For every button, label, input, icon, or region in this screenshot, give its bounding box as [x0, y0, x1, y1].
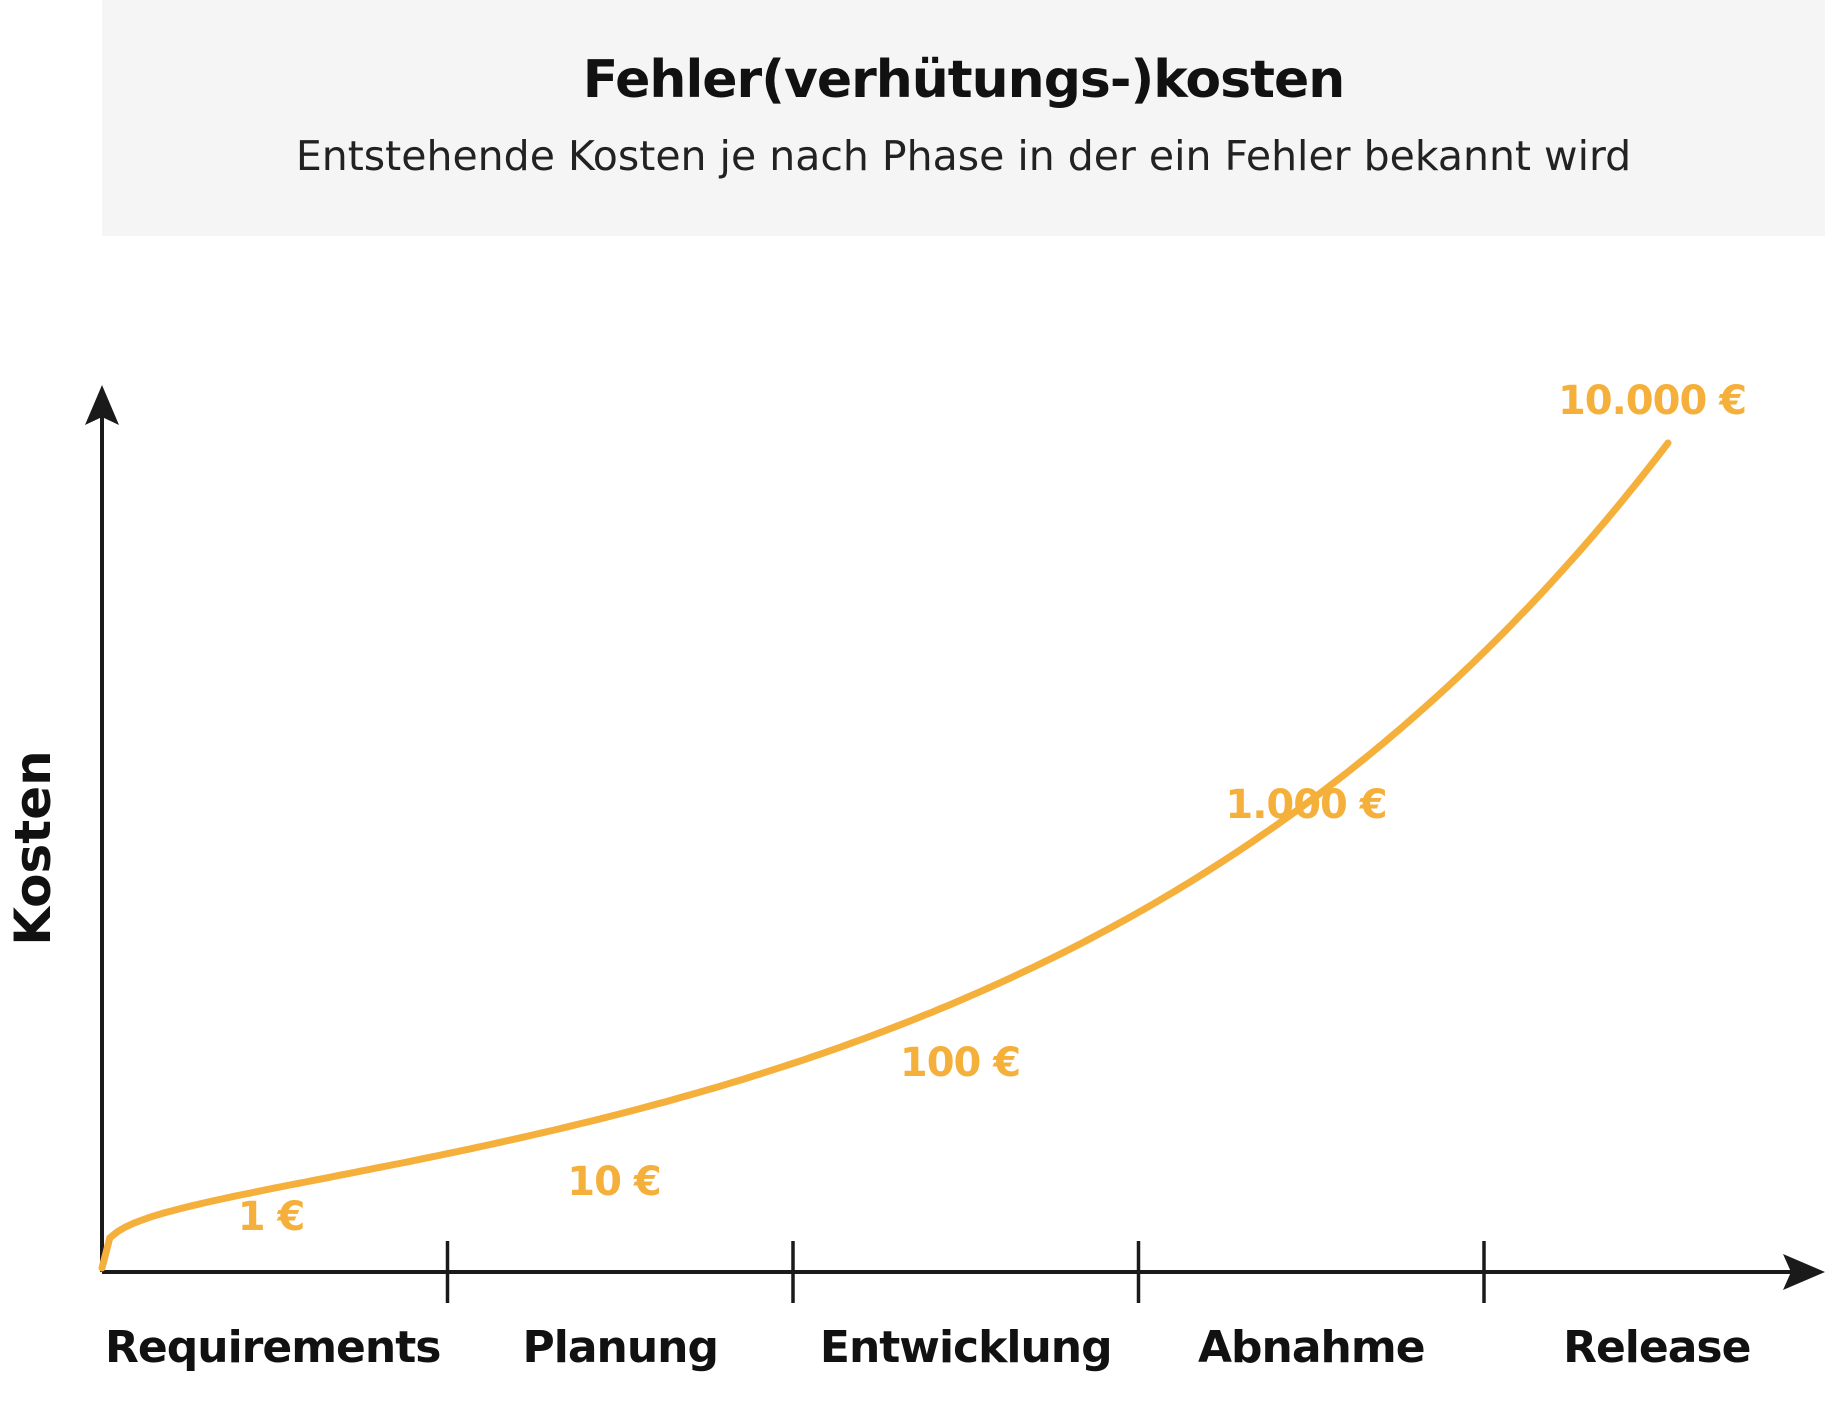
y-axis-label: Kosten — [4, 750, 62, 945]
chart-subtitle: Entstehende Kosten je nach Phase in der … — [295, 132, 1632, 180]
chart-axes — [85, 385, 1825, 1303]
value-label: 10 € — [567, 1159, 660, 1205]
chart-header: Fehler(verhütungs-)kosten Entstehende Ko… — [102, 0, 1825, 236]
category-label: Entwicklung — [820, 1322, 1112, 1373]
cost-curve — [98, 439, 1672, 1272]
category-label: Release — [1563, 1322, 1750, 1373]
value-label: 10.000 € — [1558, 378, 1746, 424]
category-label: Abnahme — [1198, 1322, 1425, 1373]
chart-title: Fehler(verhütungs-)kosten — [582, 50, 1345, 110]
category-label: Requirements — [105, 1322, 440, 1373]
value-labels-layer: 1 € 10 € 100 € 1.000 € 10.000 € — [238, 378, 1747, 1240]
value-label: 1.000 € — [1225, 782, 1386, 828]
value-label: 1 € — [238, 1194, 305, 1240]
category-labels-layer: Requirements Planung Entwicklung Abnahme Rel… — [105, 1322, 1751, 1373]
x-axis-arrowhead — [1783, 1254, 1825, 1290]
y-axis-arrowhead — [85, 385, 119, 425]
value-label: 100 € — [900, 1040, 1020, 1086]
category-label: Planung — [523, 1322, 719, 1373]
cost-curve-layer — [98, 439, 1672, 1272]
